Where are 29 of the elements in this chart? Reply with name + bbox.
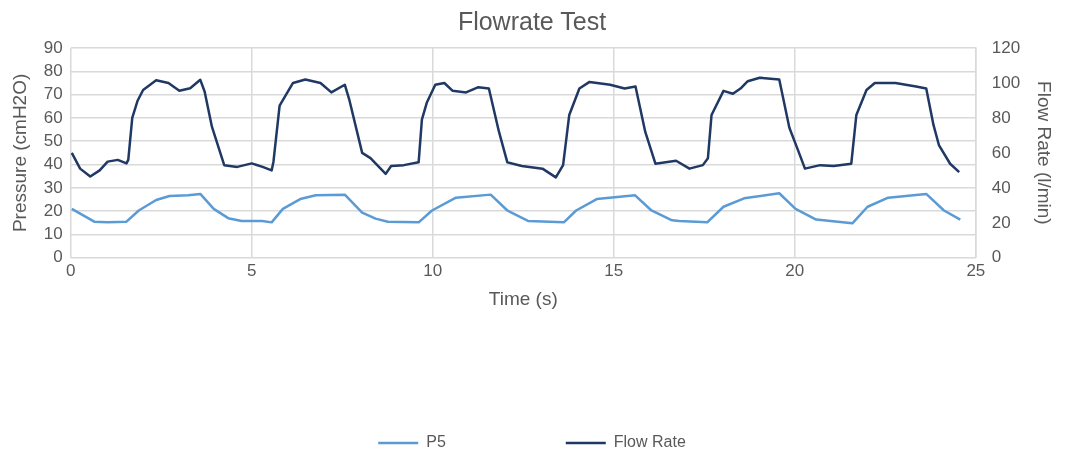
x-tick-label: 15 [604,260,624,280]
y2-tick-label: 80 [991,107,1011,127]
y2-axis-title: Flow Rate (l/min) [1034,81,1056,225]
legend-label: P5 [426,433,446,451]
x-axis-title: Time (s) [488,287,558,309]
y-tick-label: 20 [43,200,63,220]
legend-label: Flow Rate [613,433,686,451]
y2-tick-label: 20 [991,212,1011,232]
y-tick-label: 90 [43,37,63,57]
y-tick-label: 70 [43,84,63,104]
y-tick-label: 40 [43,154,63,174]
x-tick-label: 20 [785,260,805,280]
y-axis-title: Pressure (cmH2O) [8,73,30,233]
y2-tick-label: 120 [991,37,1021,57]
y-tick-label: 10 [43,224,63,244]
x-tick-label: 5 [247,260,257,280]
y-tick-label: 60 [43,107,63,127]
y-tick-label: 50 [43,130,63,150]
x-tick-label: 0 [65,260,76,280]
y2-tick-label: 100 [991,72,1021,92]
y-tick-label: 80 [43,61,63,80]
y2-tick-label: 40 [991,177,1011,197]
y-tick-label: 0 [53,247,63,267]
y2-tick-label: 60 [991,142,1011,162]
x-tick-label: 25 [966,260,986,280]
y2-tick-label: 0 [991,247,1002,267]
chart-title: Flowrate Test [457,6,607,35]
y-tick-label: 30 [43,177,63,197]
x-tick-label: 10 [423,260,443,280]
